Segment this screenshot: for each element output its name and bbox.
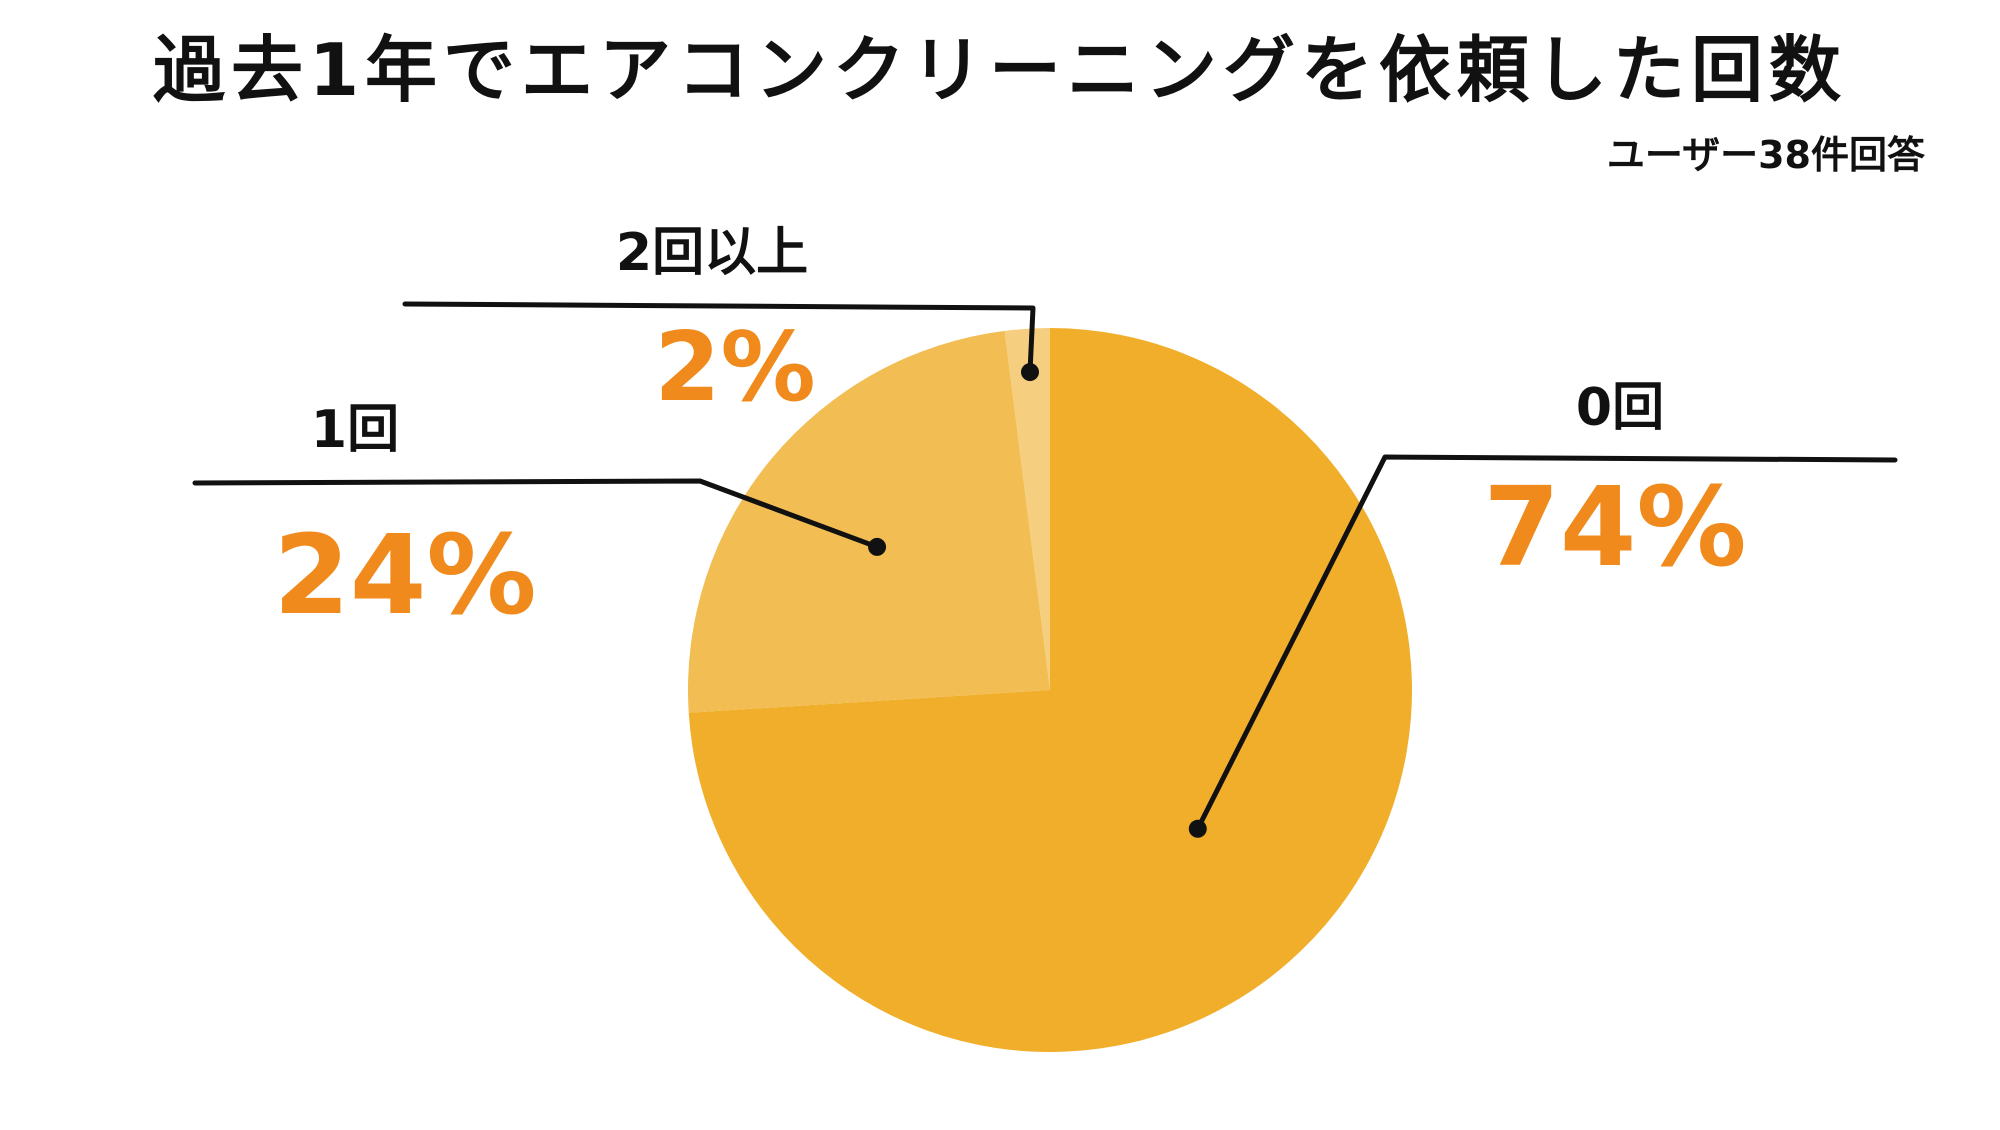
leader-line-1 xyxy=(192,478,880,550)
slice-percent-label-1: 24% xyxy=(273,511,536,639)
slice-name-label-1: 1回 xyxy=(311,400,399,460)
leader-dot-0 xyxy=(1188,819,1207,838)
leader-dot-2 xyxy=(1020,363,1039,382)
pie-slice-2 xyxy=(1004,328,1050,690)
chart-subtitle: ユーザー38件回答 xyxy=(1607,133,1926,177)
slice-labels: 0回 74% 1回 24% 2回以上 2% xyxy=(192,223,1898,838)
leader-line-0 xyxy=(1195,454,1898,832)
leader-line-2 xyxy=(402,301,1036,375)
pie-slice-0 xyxy=(688,328,1413,1053)
slice-percent-label-0: 74% xyxy=(1483,463,1746,591)
slice-name-label-0: 0回 xyxy=(1576,378,1664,438)
slice-name-label-2: 2回以上 xyxy=(616,223,808,283)
leader-dot-1 xyxy=(868,537,887,556)
pie-slice-1 xyxy=(688,330,1050,713)
slice-percent-label-2: 2% xyxy=(654,313,815,423)
pie-slices xyxy=(688,328,1413,1053)
chart-title: 過去1年でエアコンクリーニングを依頼した回数 xyxy=(153,28,1847,112)
